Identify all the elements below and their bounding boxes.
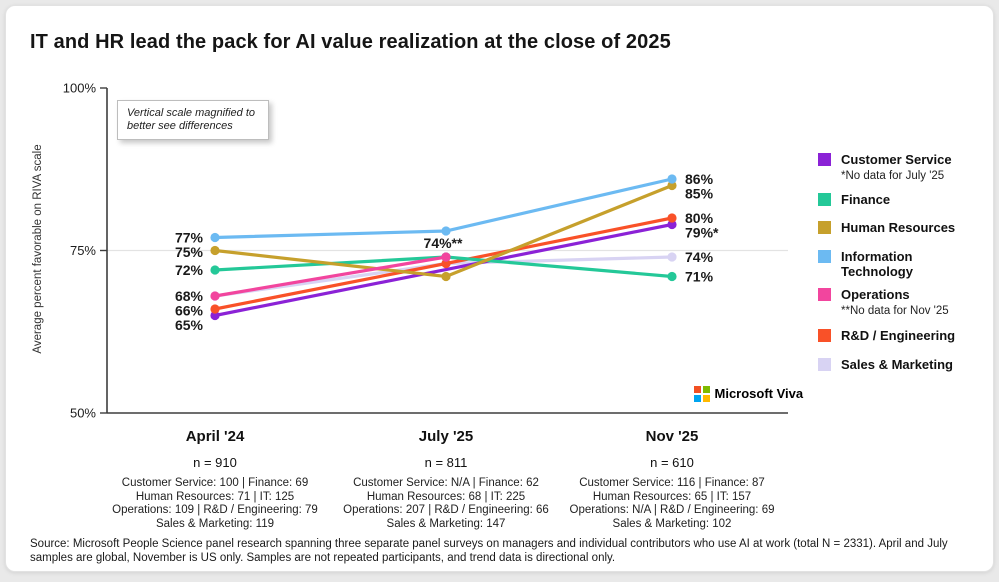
y-tick-label: 75% — [70, 243, 96, 258]
legend-label: Customer Service — [841, 152, 952, 167]
legend-swatch-operations — [818, 288, 831, 301]
sample-size: n = 610 — [650, 455, 694, 470]
value-label-customer-service: 65% — [175, 317, 204, 333]
y-tick-label: 50% — [70, 406, 96, 421]
data-point-r-d-engineering — [210, 304, 220, 314]
value-label-finance: 72% — [175, 262, 204, 278]
legend-item-r-d-engineering: R&D / Engineering — [818, 328, 994, 343]
ms-square-red — [694, 386, 701, 393]
value-label-human-resources: 85% — [685, 186, 714, 202]
legend-item-operations: Operations **No data for Nov '25 — [818, 287, 994, 317]
x-axis-column-july-25: July '25 n = 811 Customer Service: N/A | F… — [296, 428, 596, 531]
data-point-operations — [210, 291, 220, 301]
x-tick-label: Nov '25 — [645, 428, 699, 445]
legend-label: Human Resources — [841, 220, 956, 235]
value-label-human-resources: 75% — [175, 244, 204, 260]
value-label-r-d-engineering: 80% — [685, 210, 714, 226]
ms-square-blue — [694, 394, 701, 402]
sample-breakdown: Customer Service: 116 | Finance: 87 Human… — [569, 477, 775, 530]
legend-swatch-r-d-engineering — [818, 329, 831, 342]
x-tick-label: April '24 — [185, 428, 245, 445]
microsoft-logo-icon — [694, 386, 710, 402]
data-point-finance — [667, 271, 677, 282]
x-axis-column-nov-25: Nov '25 n = 610 Customer Service: 116 | Fi… — [522, 428, 822, 531]
data-point-information-technology — [667, 174, 677, 184]
sample-breakdown: Customer Service: N/A | Finance: 62 Human… — [343, 477, 549, 530]
data-point-sales-marketing — [667, 252, 677, 262]
data-point-customer-service — [210, 310, 220, 321]
legend-label: Sales & Marketing — [841, 357, 953, 372]
value-label-information-technology: 77% — [175, 230, 204, 246]
data-point-human-resources — [667, 180, 677, 191]
legend-note: **No data for Nov '25 — [841, 305, 949, 317]
legend-item-information-technology: Information Technology — [818, 249, 994, 279]
value-label-sales-marketing: 68% — [175, 288, 204, 304]
legend-note: *No data for July '25 — [841, 170, 945, 182]
data-point-information-technology — [210, 232, 220, 243]
legend-label: Operations — [841, 287, 910, 302]
series-line-operations — [213, 255, 448, 298]
value-label-sales-marketing: 74% — [685, 249, 714, 265]
sample-breakdown: Customer Service: 100 | Finance: 69 Human… — [112, 477, 318, 530]
source-note: Source: Microsoft People Science panel r… — [30, 538, 948, 564]
x-axis-column-april-24: April '24 n = 910 Customer Service: 100 | … — [65, 428, 365, 531]
legend-label: Information Technology — [841, 249, 913, 279]
legend-item-finance: Finance — [818, 192, 994, 207]
value-label-finance: 71% — [685, 269, 714, 285]
value-label-customer-service: 79%* — [685, 225, 719, 241]
y-tick-label: 100% — [63, 81, 97, 96]
x-tick-label: July '25 — [418, 428, 474, 445]
legend-swatch-customer-service — [818, 153, 831, 166]
data-point-human-resources — [210, 245, 220, 256]
legend-swatch-finance — [818, 193, 831, 206]
scale-annotation: Vertical scale magnified to better see d… — [117, 100, 269, 140]
chart-title: IT and HR lead the pack for AI value rea… — [30, 31, 671, 53]
data-point-r-d-engineering — [441, 258, 451, 269]
legend-label: R&D / Engineering — [841, 328, 956, 343]
brand-name: Microsoft Viva — [714, 386, 804, 402]
legend-swatch-information-technology — [818, 250, 831, 263]
legend-item-customer-service: Customer Service *No data for July '25 — [818, 152, 994, 182]
data-point-operations — [441, 252, 451, 262]
value-label-operations: 74%** — [424, 235, 463, 251]
data-point-r-d-engineering — [667, 213, 677, 223]
data-point-finance — [210, 265, 220, 275]
legend-item-human-resources: Human Resources — [818, 220, 994, 235]
ms-square-yellow — [702, 394, 710, 402]
data-point-customer-service — [667, 219, 677, 230]
legend-swatch-human-resources — [818, 221, 831, 234]
ms-square-green — [702, 386, 710, 393]
legend-label: Finance — [841, 192, 891, 207]
microsoft-viva-logo: Microsoft Viva — [694, 386, 803, 402]
legend-swatch-sales-marketing — [818, 358, 831, 371]
sample-size: n = 910 — [193, 455, 237, 470]
series-line-customer-service — [213, 222, 674, 318]
legend-item-sales-marketing: Sales & Marketing — [818, 357, 994, 372]
data-point-information-technology — [441, 226, 451, 236]
sample-size: n = 811 — [424, 455, 468, 470]
data-point-human-resources — [441, 271, 451, 282]
value-label-r-d-engineering: 66% — [175, 303, 204, 319]
value-label-information-technology: 86% — [685, 171, 714, 187]
